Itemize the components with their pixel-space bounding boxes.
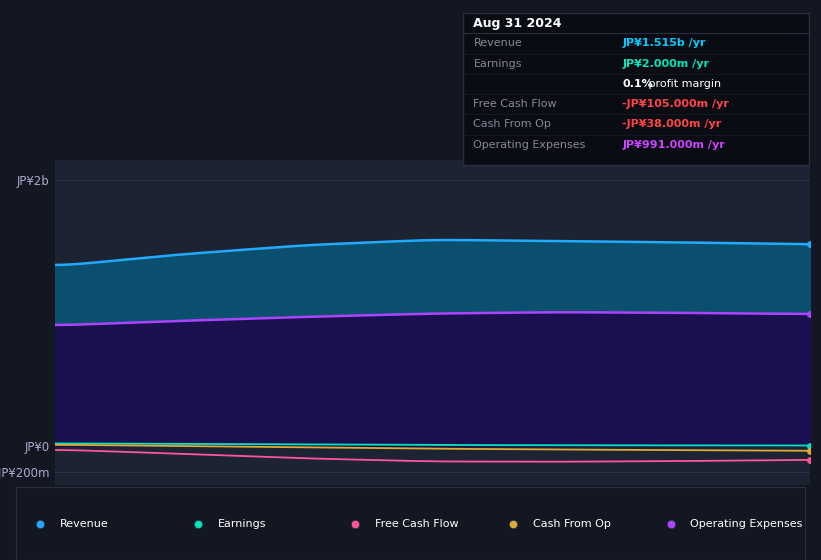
Text: -JP¥105.000m /yr: -JP¥105.000m /yr <box>622 99 729 109</box>
Text: Revenue: Revenue <box>474 39 522 48</box>
Text: Cash From Op: Cash From Op <box>474 119 551 129</box>
Text: -JP¥38.000m /yr: -JP¥38.000m /yr <box>622 119 722 129</box>
Text: Operating Expenses: Operating Expenses <box>474 140 585 150</box>
Text: Operating Expenses: Operating Expenses <box>690 519 803 529</box>
Text: Free Cash Flow: Free Cash Flow <box>375 519 459 529</box>
Text: profit margin: profit margin <box>644 79 721 89</box>
Text: Earnings: Earnings <box>474 59 522 69</box>
Text: Free Cash Flow: Free Cash Flow <box>474 99 557 109</box>
Text: 0.1%: 0.1% <box>622 79 653 89</box>
Text: Aug 31 2024: Aug 31 2024 <box>474 17 562 30</box>
Text: Cash From Op: Cash From Op <box>533 519 611 529</box>
Text: Revenue: Revenue <box>60 519 108 529</box>
Text: Earnings: Earnings <box>218 519 266 529</box>
Text: JP¥991.000m /yr: JP¥991.000m /yr <box>622 140 725 150</box>
Text: JP¥1.515b /yr: JP¥1.515b /yr <box>622 39 706 48</box>
Text: JP¥2.000m /yr: JP¥2.000m /yr <box>622 59 709 69</box>
